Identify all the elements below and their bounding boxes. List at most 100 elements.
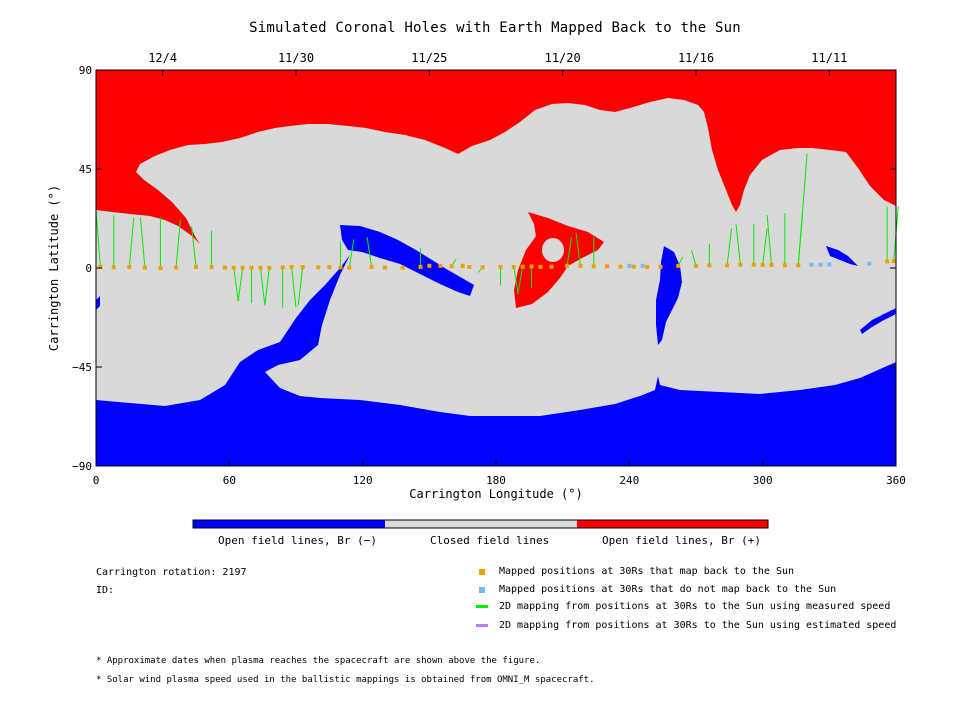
mapping-line bbox=[233, 267, 239, 302]
mapping-line bbox=[691, 250, 697, 266]
equatorial-negative-hole bbox=[340, 225, 474, 296]
x-tick-label: 360 bbox=[886, 474, 906, 487]
legend-line-estimated bbox=[476, 624, 488, 627]
mapping-line bbox=[348, 239, 355, 268]
mapping-line bbox=[797, 153, 808, 266]
mapping-line bbox=[513, 266, 519, 295]
mapped-point bbox=[438, 263, 443, 268]
mapped-point bbox=[209, 265, 214, 270]
y-tick-label: −45 bbox=[72, 361, 92, 374]
mapped-point bbox=[725, 263, 730, 268]
central-negative-hole bbox=[656, 246, 682, 345]
footnote-dates: * Approximate dates when plasma reaches … bbox=[96, 656, 541, 666]
mapping-line bbox=[566, 237, 573, 266]
mapping-line bbox=[291, 266, 297, 308]
x-axis-label: Carrington Longitude (°) bbox=[409, 487, 582, 501]
mapped-point bbox=[427, 263, 432, 268]
mapped-point bbox=[480, 265, 485, 270]
date-tick-label: 11/30 bbox=[278, 51, 314, 65]
colorbar-label-closed: Closed field lines bbox=[430, 534, 550, 547]
mapped-point bbox=[796, 263, 801, 268]
mapping-line bbox=[264, 267, 270, 306]
date-tick-label: 11/25 bbox=[411, 51, 447, 65]
mapped-point bbox=[511, 264, 516, 269]
x-tick-label: 0 bbox=[93, 474, 100, 487]
legend-label-estimated: 2D mapping from positions at 30Rs to the… bbox=[499, 620, 897, 631]
mapped-point bbox=[760, 262, 765, 267]
colorbar-positive bbox=[577, 520, 768, 528]
mapped-point bbox=[382, 265, 387, 270]
x-tick-label: 180 bbox=[486, 474, 506, 487]
mapped-point bbox=[158, 266, 163, 270]
mapped-point bbox=[347, 265, 352, 270]
mapped-point bbox=[498, 264, 503, 269]
mapped-point bbox=[885, 259, 890, 264]
mapped-point bbox=[174, 265, 178, 270]
mapping-line bbox=[517, 266, 524, 293]
colorbar-label-positive: Open field lines, Br (+) bbox=[602, 534, 761, 547]
mapped-point bbox=[538, 264, 543, 269]
unmapped-point bbox=[827, 262, 832, 267]
mapped-point bbox=[369, 264, 374, 269]
y-tick-label: 0 bbox=[85, 262, 92, 275]
footnote-speed: * Solar wind plasma speed used in the ba… bbox=[96, 675, 595, 685]
carrington-rotation: Carrington rotation: 2197 bbox=[96, 567, 247, 578]
mapped-point bbox=[520, 264, 525, 269]
mapping-line bbox=[95, 210, 101, 267]
mapped-point bbox=[400, 265, 405, 270]
colorbar-closed bbox=[385, 520, 577, 528]
colorbar-label-negative: Open field lines, Br (−) bbox=[218, 534, 377, 547]
legend-swatch-unmapped bbox=[479, 587, 485, 593]
y-tick-label: −90 bbox=[72, 460, 92, 473]
mapped-point bbox=[782, 263, 787, 268]
mapping-line bbox=[762, 228, 768, 265]
mapped-point bbox=[231, 265, 236, 270]
mapped-point bbox=[98, 264, 103, 269]
closed-island bbox=[542, 238, 564, 262]
mapping-line bbox=[191, 226, 197, 267]
mapped-point bbox=[645, 264, 650, 269]
mapped-point bbox=[467, 264, 472, 269]
legend-label-mapped: Mapped positions at 30Rs that map back t… bbox=[499, 566, 795, 577]
mapped-point bbox=[267, 265, 272, 270]
mapped-point bbox=[529, 264, 534, 269]
unmapped-point bbox=[640, 263, 645, 268]
mapping-line bbox=[128, 217, 135, 268]
southeast-negative-streak bbox=[860, 308, 896, 334]
mapped-point bbox=[578, 263, 583, 268]
x-tick-label: 240 bbox=[619, 474, 639, 487]
mapped-point bbox=[676, 263, 681, 268]
colorbar-negative bbox=[193, 520, 385, 528]
mapped-point bbox=[111, 265, 116, 270]
mapped-point bbox=[327, 265, 332, 270]
mapping-line bbox=[139, 217, 146, 268]
east-negative-hole bbox=[826, 246, 858, 266]
x-tick-label: 300 bbox=[753, 474, 773, 487]
legend-line-measured bbox=[476, 605, 488, 608]
legend-label-unmapped: Mapped positions at 30Rs that do not map… bbox=[499, 584, 837, 595]
mapped-point bbox=[316, 265, 321, 270]
mapping-line bbox=[726, 228, 733, 266]
date-tick-label: 12/4 bbox=[148, 51, 177, 65]
id-label: ID: bbox=[96, 585, 115, 596]
mapping-line bbox=[735, 223, 741, 265]
mapped-point bbox=[258, 265, 263, 270]
south-negative-polar-hole bbox=[96, 255, 896, 466]
legend-swatch-mapped bbox=[479, 569, 485, 575]
unmapped-point bbox=[627, 263, 632, 268]
north-positive-polar-hole bbox=[96, 70, 896, 244]
mapped-point bbox=[222, 265, 227, 270]
x-tick-label: 120 bbox=[353, 474, 373, 487]
mapped-point bbox=[142, 265, 147, 270]
mapping-line bbox=[766, 215, 773, 265]
mapped-point bbox=[618, 264, 623, 269]
mapped-point bbox=[694, 263, 698, 268]
mapped-point bbox=[289, 264, 294, 269]
unmapped-point bbox=[867, 261, 872, 266]
mapping-line bbox=[175, 219, 181, 268]
mapped-point bbox=[751, 262, 756, 267]
x-tick-label: 60 bbox=[223, 474, 236, 487]
chart-title: Simulated Coronal Holes with Earth Mappe… bbox=[249, 20, 741, 36]
colorbar bbox=[192, 519, 769, 529]
